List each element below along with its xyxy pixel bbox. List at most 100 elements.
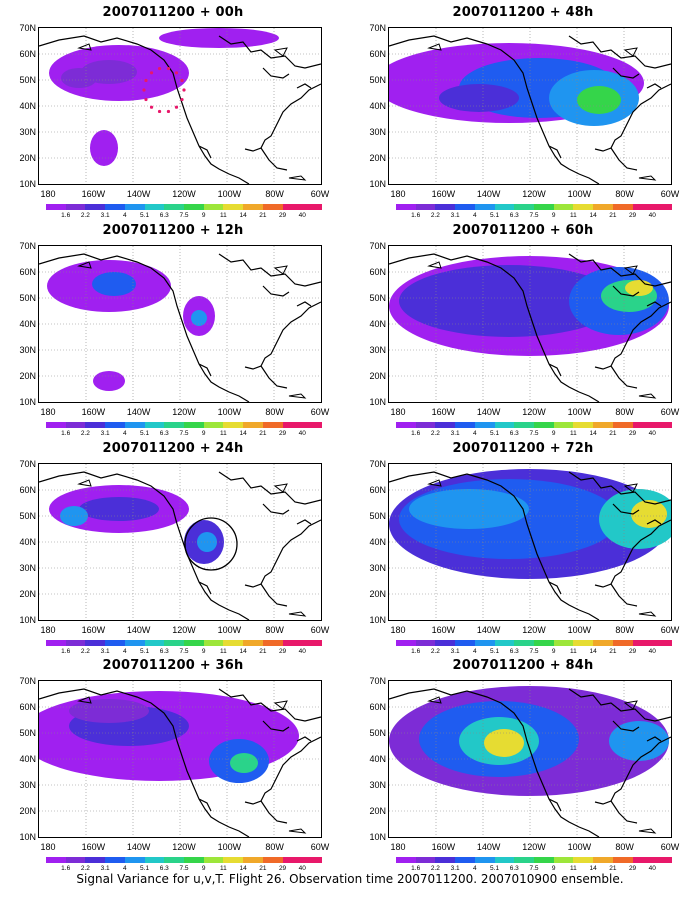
coastline xyxy=(389,35,671,184)
colorbar-label: 5.1 xyxy=(140,865,150,872)
lon-tick-label: 60W xyxy=(310,407,330,417)
colorbar-swatch xyxy=(534,204,554,210)
colorbar-swatch xyxy=(435,640,456,646)
colorbar-label: 9 xyxy=(551,865,556,872)
map-plot-area xyxy=(38,245,322,403)
colorbar-swatch xyxy=(514,422,535,428)
lon-tick-label: 120W xyxy=(172,842,196,852)
lat-tick-label: 50N xyxy=(369,75,386,85)
colorbar-swatch xyxy=(243,204,263,210)
colorbar-label: 14 xyxy=(239,648,247,655)
colorbar-swatch xyxy=(164,857,185,863)
colorbar-swatch xyxy=(203,640,224,646)
colorbar-swatch xyxy=(612,857,633,863)
colorbar-label: 11 xyxy=(220,648,227,655)
colorbar-label: 5.1 xyxy=(140,648,150,655)
lon-tick-label: 160W xyxy=(81,842,106,852)
colorbar-swatch xyxy=(302,204,323,210)
variance-contour xyxy=(484,729,524,757)
lon-tick-label: 120W xyxy=(522,842,546,852)
colorbar-label: 5.1 xyxy=(490,430,500,437)
map-plot-area xyxy=(388,27,672,185)
colorbar-label: 7.5 xyxy=(529,212,539,219)
colorbar xyxy=(396,640,673,646)
colorbar-swatch xyxy=(514,857,535,863)
observation-point xyxy=(149,71,154,75)
variance-contour xyxy=(92,272,136,296)
colorbar-label: 21 xyxy=(609,648,617,655)
colorbar-swatch xyxy=(282,640,303,646)
lon-tick-label: 100W xyxy=(217,842,242,852)
panel-title: 2007011200 + 12h xyxy=(102,223,244,238)
colorbar-label: 11 xyxy=(570,865,577,872)
lat-tick-label: 30N xyxy=(369,780,386,790)
map-panel: 2007011200 + 12h 70N 60N 50N 40N 30N 20N 10N 180… xyxy=(8,223,338,438)
colorbar-swatch xyxy=(164,640,185,646)
observation-point xyxy=(142,88,146,92)
lat-tick-label: 20N xyxy=(369,153,386,163)
observation-point xyxy=(157,66,162,71)
colorbar-label: 29 xyxy=(278,648,287,655)
colorbar-swatch xyxy=(514,204,535,210)
lat-tick-label: 50N xyxy=(19,75,36,85)
colorbar-swatch xyxy=(593,204,613,210)
colorbar-swatch xyxy=(632,422,653,428)
lon-tick-label: 100W xyxy=(567,625,592,635)
colorbar-label: 14 xyxy=(589,430,597,437)
lat-tick-label: 10N xyxy=(19,832,36,842)
colorbar-label: 21 xyxy=(609,212,617,219)
lat-tick-label: 40N xyxy=(369,319,386,329)
lat-tick-label: 10N xyxy=(369,832,386,842)
variance-contour xyxy=(439,84,519,112)
colorbar-label: 3.1 xyxy=(450,865,460,872)
variance-contour xyxy=(631,500,667,528)
lon-tick-label: 80W xyxy=(615,407,634,417)
colorbar-label: 29 xyxy=(278,865,287,872)
colorbar-label: 1.6 xyxy=(411,648,421,655)
map-panel: 2007011200 + 00h 70N 60N 50N 40N 30N 20N 10N 180… xyxy=(8,5,338,220)
variance-contour xyxy=(625,280,653,296)
colorbar-label: 14 xyxy=(239,865,247,872)
colorbar-swatch xyxy=(85,857,106,863)
colorbar-swatch xyxy=(302,422,323,428)
colorbar-label: 29 xyxy=(278,430,287,437)
colorbar-swatch xyxy=(46,857,66,863)
colorbar-swatch xyxy=(223,204,244,210)
colorbar-swatch xyxy=(262,640,283,646)
lon-tick-label: 180 xyxy=(390,189,406,199)
lat-tick-label: 30N xyxy=(369,127,386,137)
lon-tick-label: 180 xyxy=(40,189,56,199)
colorbar-label: 6.3 xyxy=(509,430,519,437)
lon-tick-label: 60W xyxy=(310,842,330,852)
colorbar-label: 29 xyxy=(628,212,637,219)
lat-tick-label: 20N xyxy=(369,806,386,816)
lon-tick-label: 160W xyxy=(431,842,456,852)
colorbar-label: 5.1 xyxy=(490,648,500,655)
lat-tick-label: 50N xyxy=(369,511,386,521)
lat-tick-label: 60N xyxy=(369,702,386,712)
lat-tick-label: 20N xyxy=(369,371,386,381)
colorbar-swatch xyxy=(144,640,165,646)
variance-contour xyxy=(409,489,529,529)
colorbar-swatch xyxy=(124,640,145,646)
colorbar-swatch xyxy=(593,640,613,646)
coastline xyxy=(39,35,321,184)
lat-tick-label: 40N xyxy=(19,319,36,329)
colorbar-swatch xyxy=(144,422,165,428)
lat-tick-label: 60N xyxy=(19,485,36,495)
lon-tick-label: 100W xyxy=(567,842,592,852)
lon-tick-label: 120W xyxy=(172,189,196,199)
observation-point xyxy=(144,78,148,83)
variance-map xyxy=(39,28,321,184)
colorbar-swatch xyxy=(105,204,125,210)
observation-point xyxy=(149,105,154,109)
colorbar-swatch xyxy=(573,857,594,863)
variance-map xyxy=(39,464,321,620)
lon-tick-label: 60W xyxy=(660,625,680,635)
lon-tick-label: 160W xyxy=(431,407,456,417)
colorbar-swatch xyxy=(223,857,244,863)
variance-contour xyxy=(399,265,619,337)
colorbar-swatch xyxy=(612,640,633,646)
lon-tick-label: 100W xyxy=(567,189,592,199)
colorbar-swatch xyxy=(46,422,66,428)
